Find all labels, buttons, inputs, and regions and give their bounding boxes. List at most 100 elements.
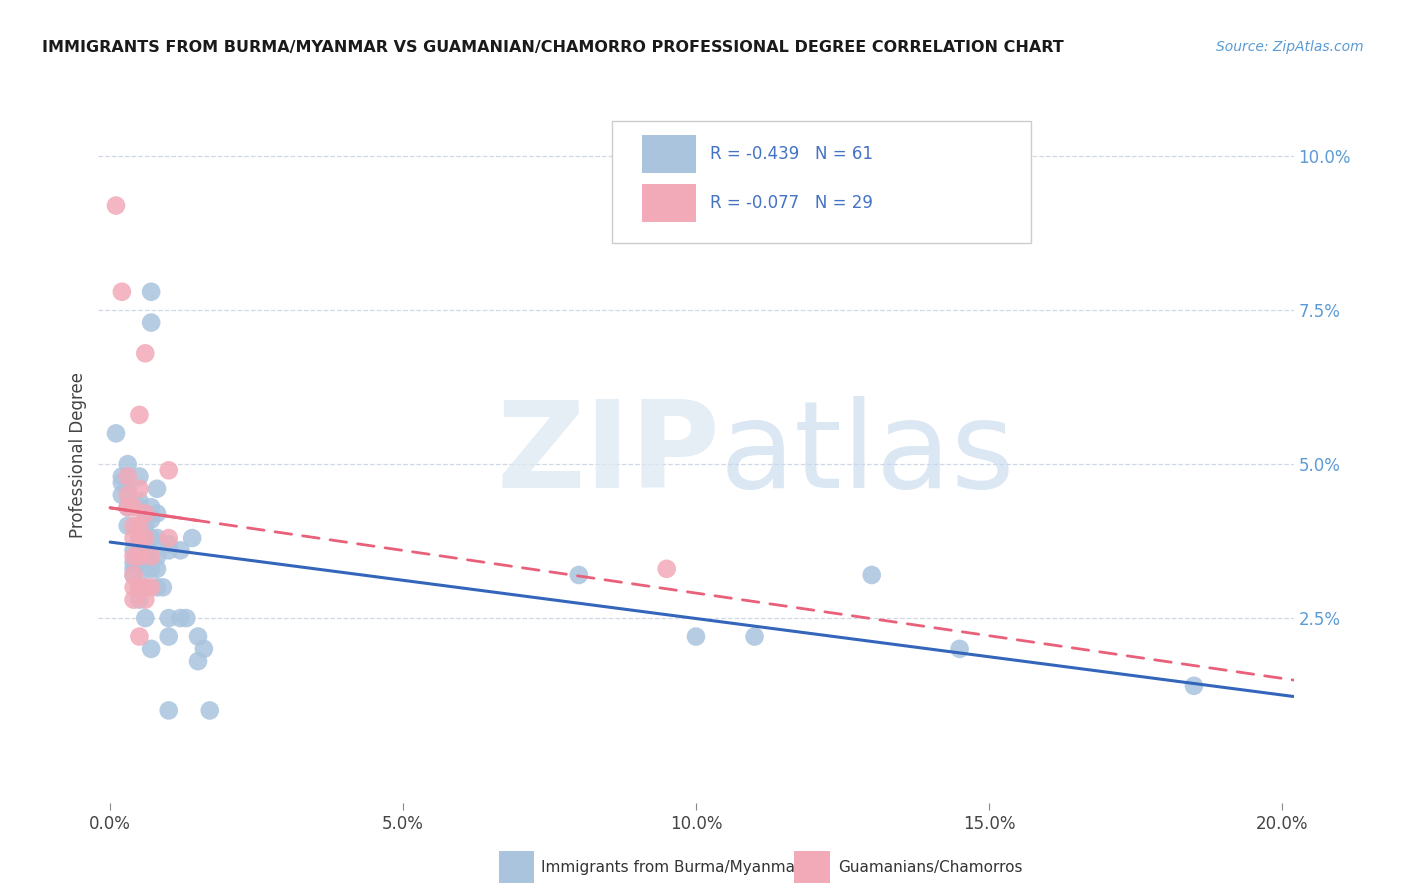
- Point: [122, 556, 145, 570]
- Point: [122, 568, 145, 582]
- Point: [117, 469, 139, 483]
- Point: [568, 568, 591, 582]
- FancyBboxPatch shape: [613, 121, 1031, 243]
- Point: [128, 469, 150, 483]
- Point: [134, 562, 156, 576]
- Point: [128, 531, 150, 545]
- Point: [117, 482, 139, 496]
- Point: [141, 549, 163, 564]
- Point: [122, 549, 145, 564]
- Point: [141, 580, 163, 594]
- Point: [111, 285, 134, 299]
- FancyBboxPatch shape: [643, 135, 696, 173]
- Point: [141, 641, 163, 656]
- Point: [198, 703, 221, 717]
- Point: [128, 592, 150, 607]
- Point: [128, 482, 150, 496]
- Point: [117, 488, 139, 502]
- Point: [122, 531, 145, 545]
- Point: [193, 641, 215, 656]
- Text: Guamanians/Chamorros: Guamanians/Chamorros: [838, 860, 1022, 874]
- Point: [157, 463, 180, 477]
- Text: R = -0.077   N = 29: R = -0.077 N = 29: [710, 194, 873, 212]
- Point: [134, 592, 156, 607]
- Point: [146, 482, 169, 496]
- Point: [134, 531, 156, 545]
- Point: [157, 537, 180, 551]
- Point: [146, 531, 169, 545]
- Point: [122, 592, 145, 607]
- Point: [128, 494, 150, 508]
- Point: [141, 285, 163, 299]
- Point: [134, 507, 156, 521]
- Point: [157, 630, 180, 644]
- Point: [1182, 679, 1205, 693]
- Point: [187, 630, 209, 644]
- Point: [122, 580, 145, 594]
- Text: atlas: atlas: [720, 396, 1015, 514]
- Point: [128, 531, 150, 545]
- Point: [134, 346, 156, 360]
- Text: R = -0.439   N = 61: R = -0.439 N = 61: [710, 145, 873, 163]
- Point: [169, 543, 191, 558]
- Y-axis label: Professional Degree: Professional Degree: [69, 372, 87, 538]
- Point: [122, 500, 145, 515]
- Point: [111, 488, 134, 502]
- Point: [128, 549, 150, 564]
- Point: [187, 654, 209, 668]
- Point: [146, 549, 169, 564]
- Point: [134, 580, 156, 594]
- Point: [128, 518, 150, 533]
- Point: [117, 500, 139, 515]
- Point: [105, 198, 128, 212]
- Point: [157, 611, 180, 625]
- Point: [141, 316, 163, 330]
- Point: [122, 568, 145, 582]
- Point: [111, 475, 134, 490]
- Point: [134, 549, 156, 564]
- Point: [128, 500, 150, 515]
- Point: [134, 531, 156, 545]
- Point: [744, 630, 766, 644]
- Point: [141, 531, 163, 545]
- Point: [128, 549, 150, 564]
- Point: [111, 469, 134, 483]
- Text: Immigrants from Burma/Myanmar: Immigrants from Burma/Myanmar: [541, 860, 801, 874]
- Text: ZIP: ZIP: [496, 396, 720, 514]
- Point: [141, 500, 163, 515]
- Point: [157, 531, 180, 545]
- FancyBboxPatch shape: [643, 184, 696, 222]
- Point: [117, 457, 139, 471]
- Point: [128, 580, 150, 594]
- Point: [146, 580, 169, 594]
- Point: [134, 518, 156, 533]
- Point: [141, 512, 163, 526]
- Point: [128, 537, 150, 551]
- Point: [174, 611, 197, 625]
- Point: [685, 630, 707, 644]
- Point: [128, 408, 150, 422]
- Point: [105, 426, 128, 441]
- Point: [128, 580, 150, 594]
- Point: [122, 518, 145, 533]
- Point: [128, 630, 150, 644]
- Point: [169, 611, 191, 625]
- Point: [860, 568, 883, 582]
- Point: [157, 703, 180, 717]
- Text: IMMIGRANTS FROM BURMA/MYANMAR VS GUAMANIAN/CHAMORRO PROFESSIONAL DEGREE CORRELAT: IMMIGRANTS FROM BURMA/MYANMAR VS GUAMANI…: [42, 40, 1064, 55]
- Point: [134, 580, 156, 594]
- Point: [134, 507, 156, 521]
- Point: [122, 543, 145, 558]
- Point: [122, 562, 145, 576]
- Point: [152, 580, 174, 594]
- Point: [134, 611, 156, 625]
- Point: [117, 500, 139, 515]
- Point: [948, 641, 970, 656]
- Point: [117, 518, 139, 533]
- Point: [157, 543, 180, 558]
- Point: [141, 562, 163, 576]
- Point: [181, 531, 204, 545]
- Point: [146, 562, 169, 576]
- Point: [146, 507, 169, 521]
- Text: Source: ZipAtlas.com: Source: ZipAtlas.com: [1216, 40, 1364, 54]
